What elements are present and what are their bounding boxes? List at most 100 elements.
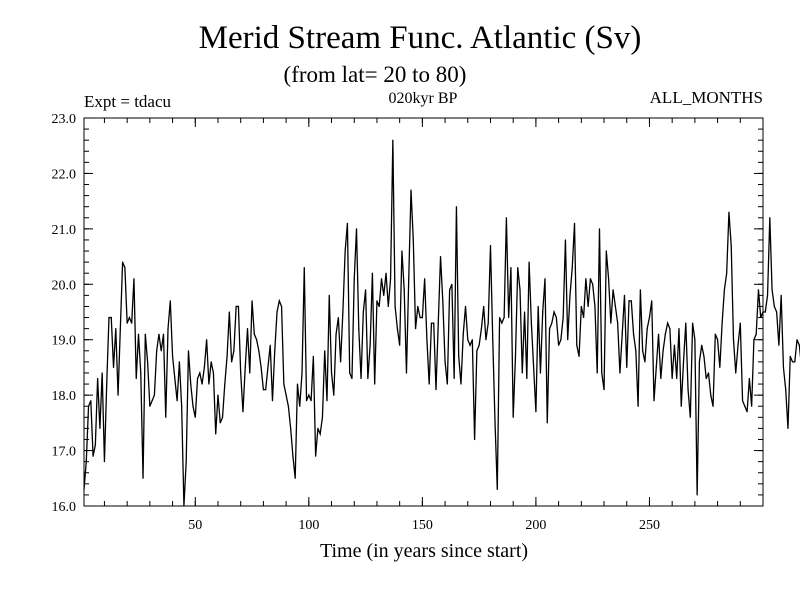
data-point xyxy=(178,361,180,363)
data-point xyxy=(392,139,394,141)
data-point xyxy=(167,328,169,330)
data-point xyxy=(744,405,746,407)
data-point xyxy=(594,305,596,308)
data-point xyxy=(764,311,766,313)
data-point xyxy=(451,283,453,285)
data-point xyxy=(267,366,269,369)
data-point xyxy=(492,339,494,341)
data-point xyxy=(85,461,87,463)
data-point xyxy=(567,339,569,341)
data-point xyxy=(140,372,142,374)
data-point xyxy=(710,394,712,396)
data-point xyxy=(607,278,610,280)
data-point xyxy=(739,322,741,324)
data-point xyxy=(535,411,537,413)
data-point xyxy=(296,383,299,385)
data-point xyxy=(346,222,349,224)
data-point xyxy=(153,394,155,396)
data-point xyxy=(730,244,732,247)
data-point xyxy=(126,322,128,324)
data-point xyxy=(301,372,303,374)
months-label: ALL_MONTHS xyxy=(650,88,763,107)
data-point xyxy=(312,355,314,357)
data-point xyxy=(671,377,673,380)
data-point xyxy=(687,389,689,391)
data-point xyxy=(676,377,678,380)
data-point xyxy=(657,333,660,335)
data-point xyxy=(444,361,446,363)
data-point xyxy=(446,383,448,385)
data-point xyxy=(705,377,707,380)
data-point xyxy=(396,328,398,330)
data-point xyxy=(480,328,483,330)
data-point xyxy=(796,339,798,341)
data-point xyxy=(376,300,378,302)
data-point xyxy=(224,383,226,385)
y-tick-label: 19.0 xyxy=(52,334,77,349)
data-point xyxy=(276,311,278,313)
data-point xyxy=(290,427,292,429)
x-tick-label: 150 xyxy=(412,518,433,533)
data-point xyxy=(551,322,553,324)
y-tick-label: 16.0 xyxy=(52,500,77,515)
data-point xyxy=(735,372,737,374)
chart-subtitle: (from lat= 20 to 80) xyxy=(284,62,467,87)
data-point xyxy=(644,361,646,363)
data-point xyxy=(237,305,240,308)
data-point xyxy=(639,289,641,291)
y-tick-label: 23.0 xyxy=(52,112,77,127)
data-point xyxy=(251,300,253,302)
data-point xyxy=(199,372,201,374)
data-point xyxy=(678,328,680,330)
data-point xyxy=(716,339,719,341)
y-tick-label: 22.0 xyxy=(52,167,77,182)
data-point xyxy=(192,405,194,407)
data-point xyxy=(421,316,423,319)
data-point xyxy=(342,311,344,313)
data-point xyxy=(283,383,285,385)
data-point xyxy=(514,355,517,357)
data-point xyxy=(433,322,435,324)
data-point xyxy=(707,372,710,374)
data-point xyxy=(403,289,405,291)
experiment-label: Expt = tdacu xyxy=(84,92,172,111)
data-point xyxy=(578,355,580,357)
data-point xyxy=(771,289,773,291)
data-point xyxy=(453,377,455,380)
data-point xyxy=(637,405,639,407)
data-point xyxy=(442,300,444,302)
plot-area: 16.0 17.0 18.0 19.0 20.0 21.0 22.0 23.0 50 100 150… xyxy=(52,112,800,533)
data-point xyxy=(723,289,725,291)
data-point xyxy=(128,316,131,319)
data-point xyxy=(315,455,317,457)
data-point xyxy=(246,328,249,330)
data-point xyxy=(498,316,501,319)
data-point xyxy=(523,311,526,313)
data-point xyxy=(505,217,507,219)
data-point xyxy=(621,333,623,335)
data-point xyxy=(698,361,701,363)
data-point xyxy=(548,328,551,330)
data-point xyxy=(249,372,251,374)
data-point xyxy=(335,333,337,335)
data-point xyxy=(217,394,219,396)
data-point xyxy=(530,322,532,324)
data-point xyxy=(562,316,564,319)
data-point xyxy=(571,267,573,269)
data-point xyxy=(776,311,778,313)
data-point xyxy=(367,377,369,380)
data-point xyxy=(517,267,519,269)
data-point xyxy=(187,350,190,352)
data-point xyxy=(258,350,260,352)
data-point xyxy=(394,305,396,308)
data-point xyxy=(253,333,255,335)
data-point xyxy=(399,344,401,346)
data-point xyxy=(90,400,92,402)
data-point xyxy=(171,355,174,357)
data-point xyxy=(760,316,762,319)
data-point xyxy=(380,278,383,280)
data-point xyxy=(389,278,392,280)
data-point xyxy=(458,355,460,357)
data-point xyxy=(785,389,787,391)
